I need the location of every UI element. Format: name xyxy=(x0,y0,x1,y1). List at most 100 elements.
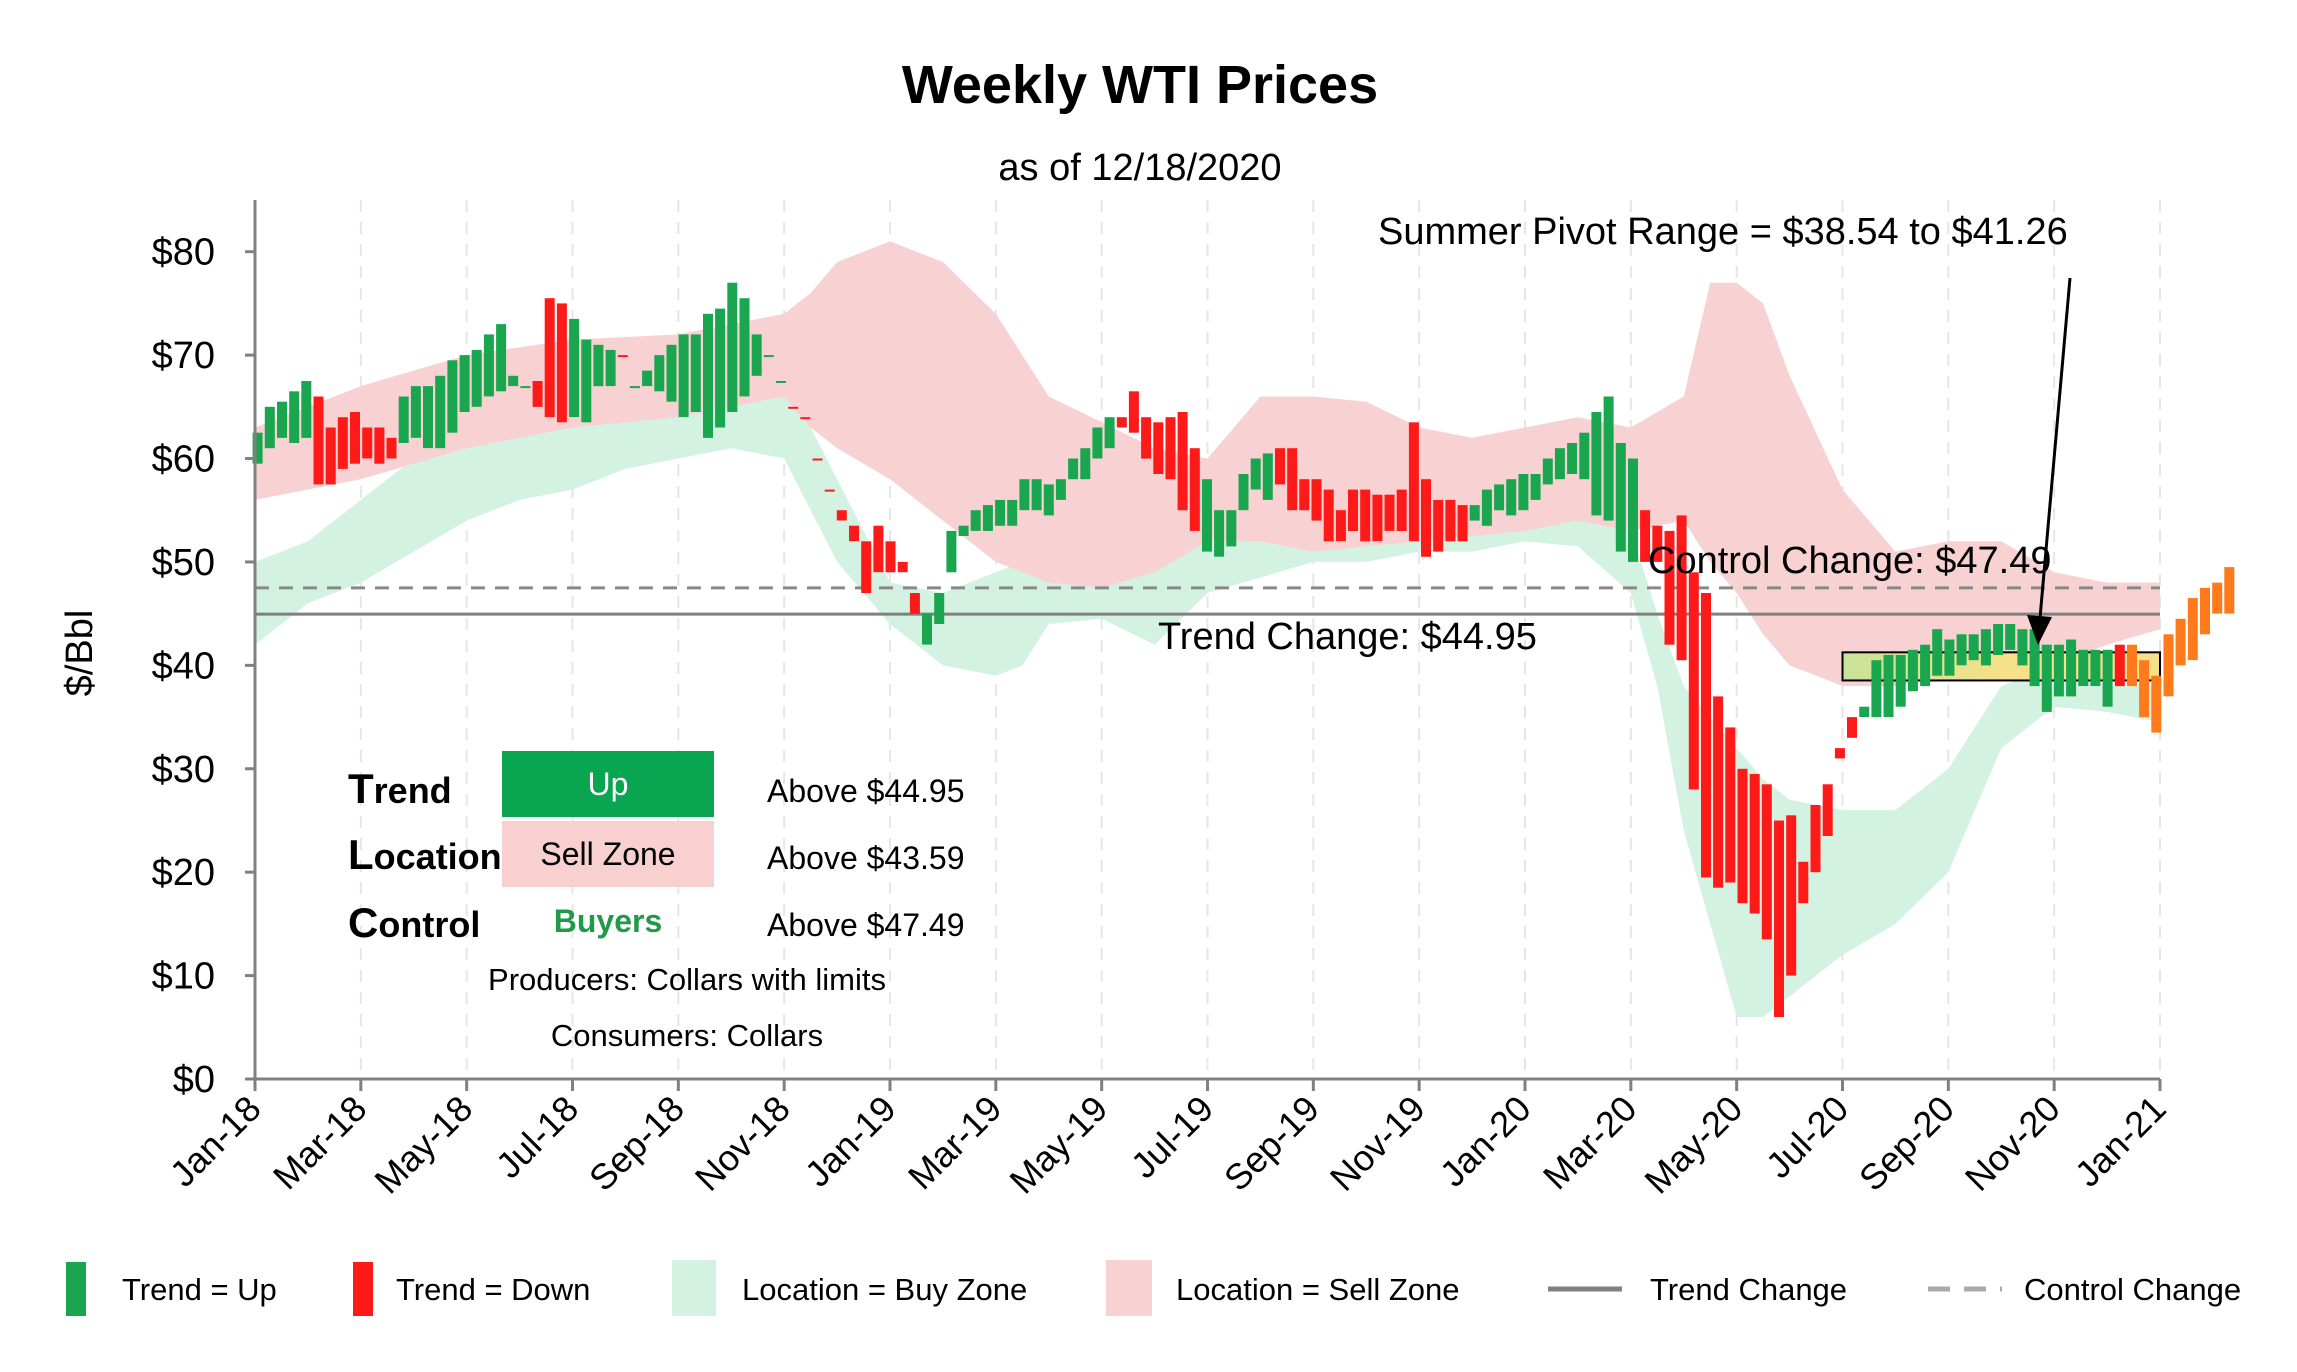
control-change-label: Control Change: $47.49 xyxy=(1648,540,2052,582)
week-bar-83 xyxy=(1262,453,1273,500)
week-bar-74 xyxy=(1153,422,1164,474)
legend-trend-label: Trend Change xyxy=(1650,1272,1847,1307)
week-bar-8 xyxy=(350,412,360,464)
week-bar-97 xyxy=(1433,499,1444,552)
week-bar-64 xyxy=(1031,479,1042,511)
week-bar-159 xyxy=(2187,598,2198,661)
legend-sell-swatch xyxy=(1106,1260,1152,1316)
pivot-arrow-head xyxy=(2027,615,2052,645)
week-bar-3 xyxy=(289,391,300,443)
x-tick-label-12: Jan-20 xyxy=(1432,1088,1539,1195)
week-bar-34 xyxy=(666,344,677,402)
week-bar-17 xyxy=(459,355,470,412)
week-bar-117 xyxy=(1676,515,1687,661)
week-bar-54 xyxy=(909,593,920,614)
week-bar-19 xyxy=(483,334,494,397)
panel-key-control-rest: ontrol xyxy=(378,904,480,945)
week-bar-112 xyxy=(1615,443,1626,552)
week-bar-43 xyxy=(776,381,786,383)
legend-sell-label: Location = Sell Zone xyxy=(1176,1272,1460,1307)
week-bar-21 xyxy=(508,375,519,387)
week-bar-85 xyxy=(1287,448,1298,511)
x-tick-label-7: Mar-19 xyxy=(900,1088,1010,1198)
x-tick-label-1: Mar-18 xyxy=(265,1088,375,1198)
panel-value-location: Above $43.59 xyxy=(767,840,965,876)
week-bar-122 xyxy=(1737,768,1748,904)
x-tick-label-3: Jul-18 xyxy=(488,1088,586,1186)
week-bar-130 xyxy=(1834,748,1845,759)
legend-down-swatch xyxy=(353,1262,373,1316)
week-bar-121 xyxy=(1725,727,1736,883)
week-bar-70 xyxy=(1104,417,1115,449)
week-bar-106 xyxy=(1542,458,1553,485)
week-bar-60 xyxy=(982,505,993,531)
week-bar-89 xyxy=(1335,510,1346,542)
week-bar-124 xyxy=(1761,784,1772,940)
week-bar-55 xyxy=(922,613,932,645)
week-bar-98 xyxy=(1445,499,1456,542)
week-bar-9 xyxy=(362,427,373,459)
week-bar-76 xyxy=(1177,412,1188,511)
week-bar-156 xyxy=(2151,675,2162,733)
week-bar-87 xyxy=(1311,479,1322,521)
week-bar-129 xyxy=(1822,784,1833,836)
week-bar-38 xyxy=(715,308,726,428)
week-bar-2 xyxy=(277,401,287,438)
y-tick-label-7: $70 xyxy=(152,335,215,377)
week-bar-13 xyxy=(410,386,421,438)
week-bar-46 xyxy=(812,458,823,461)
y-axis-label: $/Bbl xyxy=(59,610,101,697)
week-bar-132 xyxy=(1859,706,1870,717)
week-bar-155 xyxy=(2139,660,2150,718)
week-bar-14 xyxy=(423,386,433,449)
week-bar-5 xyxy=(313,396,324,485)
week-bar-42 xyxy=(763,355,774,358)
y-tick-label-5: $50 xyxy=(152,542,215,584)
week-bar-111 xyxy=(1603,396,1614,521)
week-bar-57 xyxy=(946,530,957,573)
week-bar-71 xyxy=(1116,417,1127,428)
week-bar-58 xyxy=(958,525,969,536)
panel-key-trend-rest: rend xyxy=(374,770,452,811)
week-bar-35 xyxy=(678,334,689,418)
chart-subtitle: as of 12/18/2020 xyxy=(998,147,1281,189)
reference-lines xyxy=(255,586,2160,616)
pivot-range-label: Summer Pivot Range = $38.54 to $41.26 xyxy=(1378,211,2068,253)
week-bar-162 xyxy=(2224,567,2235,614)
week-bar-72 xyxy=(1128,391,1139,433)
x-tick-label-16: Sep-20 xyxy=(1851,1088,1962,1199)
week-bar-16 xyxy=(447,360,458,433)
week-bar-10 xyxy=(374,427,385,464)
y-tick-label-1: $10 xyxy=(152,956,215,998)
week-bar-26 xyxy=(569,318,580,418)
week-bar-136 xyxy=(1907,649,1918,692)
x-tick-label-13: Mar-20 xyxy=(1535,1088,1645,1198)
week-bar-63 xyxy=(1019,479,1030,511)
week-bar-115 xyxy=(1652,525,1663,562)
x-tick-label-6: Jan-19 xyxy=(797,1088,904,1195)
week-bar-153 xyxy=(2114,644,2125,687)
panel-key-control: Control xyxy=(348,899,480,946)
x-tick-label-11: Nov-19 xyxy=(1322,1088,1433,1199)
x-tick-label-0: Jan-18 xyxy=(162,1088,269,1195)
week-bar-109 xyxy=(1579,432,1590,480)
week-bar-137 xyxy=(1920,644,1931,687)
chart-title: Weekly WTI Prices xyxy=(902,55,1378,115)
axes xyxy=(245,200,2162,1091)
week-bar-149 xyxy=(2066,639,2077,697)
week-bar-131 xyxy=(1847,717,1857,738)
week-bar-86 xyxy=(1299,479,1310,511)
status-panel: Trend Location Control Up Sell Zone Buye… xyxy=(348,751,965,1053)
week-bar-67 xyxy=(1068,458,1079,480)
week-bar-41 xyxy=(751,334,762,376)
week-bar-139 xyxy=(1944,639,1955,676)
week-bar-12 xyxy=(398,396,409,443)
panel-key-control-initial: C xyxy=(348,899,378,946)
week-bar-36 xyxy=(690,334,701,412)
week-bar-147 xyxy=(2041,644,2052,712)
week-bar-120 xyxy=(1713,696,1724,888)
week-bar-118 xyxy=(1688,572,1699,790)
y-tick-label-4: $40 xyxy=(152,645,215,687)
week-bar-1 xyxy=(264,406,275,449)
